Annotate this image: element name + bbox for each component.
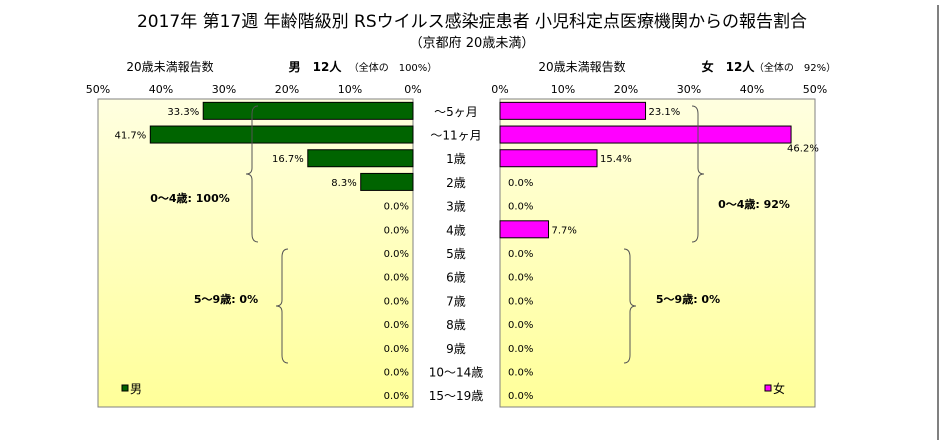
female-bar-value-label: 0.0%	[508, 320, 533, 331]
female-x-tick-label: 0%	[491, 83, 508, 96]
male-brace-0-4	[245, 105, 259, 243]
male-bar-value-label: 0.0%	[384, 296, 409, 307]
male-plot-area	[97, 98, 414, 408]
male-bar-value-label: 8.3%	[331, 178, 356, 189]
male-x-tick-label: 40%	[149, 83, 173, 96]
female-bar-value-label: 0.0%	[508, 367, 533, 378]
female-bar-value-label: 46.2%	[787, 144, 819, 155]
female-bar-value-label: 0.0%	[508, 249, 533, 260]
chart-subtitle: （京都府 20歳未満）	[409, 36, 535, 51]
category-label: 5歳	[446, 247, 466, 261]
female-bar-value-label: 0.0%	[508, 391, 533, 402]
female-bar-value-label: 0.0%	[508, 202, 533, 213]
female-bar	[499, 101, 647, 120]
male-bar-value-label: 0.0%	[384, 391, 409, 402]
female-x-tick-label: 50%	[803, 83, 827, 96]
category-label: ～11ヶ月	[430, 129, 481, 143]
female-header-note: （全体の 92%）	[754, 61, 836, 74]
female-bar-value-label: 23.1%	[649, 107, 681, 118]
female-bar-value-label: 0.0%	[508, 273, 533, 284]
category-label: 1歳	[446, 152, 466, 166]
category-label: 15～19歳	[429, 389, 484, 403]
male-brace-5-9	[275, 248, 289, 364]
female-bar-value-label: 0.0%	[508, 178, 533, 189]
female-bar-value-label: 0.0%	[508, 344, 533, 355]
male-bar-value-label: 0.0%	[384, 202, 409, 213]
female-bracket-label-0-4: 0～4歳: 92%	[718, 197, 790, 211]
chart-title: 2017年 第17週 年齢階級別 RSウイルス感染症患者 小児科定点医療機関から…	[136, 12, 808, 32]
category-label: 4歳	[446, 223, 466, 237]
female-bar	[499, 220, 550, 239]
male-bar-value-label: 41.7%	[115, 131, 147, 142]
male-bracket-label-0-4: 0～4歳: 100%	[150, 191, 230, 205]
male-bar-value-label: 33.3%	[167, 107, 199, 118]
male-header-count-label: 20歳未満報告数	[126, 59, 213, 74]
male-legend-label: 男	[130, 382, 142, 396]
category-label: 9歳	[446, 342, 466, 356]
female-plot-area	[499, 98, 816, 408]
female-bar-value-label: 7.7%	[552, 225, 577, 236]
category-label: 10～14歳	[429, 365, 484, 379]
female-bar-value-label: 15.4%	[600, 154, 632, 165]
female-bar-value-label: 0.0%	[508, 296, 533, 307]
female-x-tick-label: 40%	[740, 83, 764, 96]
male-bar-value-label: 0.0%	[384, 225, 409, 236]
female-x-tick-label: 30%	[677, 83, 701, 96]
male-header-total: 男 12人	[289, 59, 343, 74]
category-label: 8歳	[446, 318, 466, 332]
male-bar	[149, 125, 414, 144]
male-header-note: （全体の 100%）	[349, 61, 438, 74]
female-legend-swatch	[764, 384, 772, 392]
male-bar	[202, 101, 414, 120]
male-bar-value-label: 0.0%	[384, 367, 409, 378]
male-x-tick-label: 20%	[275, 83, 299, 96]
category-label: 7歳	[446, 294, 466, 308]
female-header-total: 女 12人	[702, 59, 756, 74]
male-bar	[307, 149, 414, 168]
female-x-tick-label: 10%	[551, 83, 575, 96]
category-label: 2歳	[446, 176, 466, 190]
female-bar	[499, 149, 598, 168]
male-bracket-label-5-9: 5～9歳: 0%	[194, 292, 258, 306]
female-bracket-label-5-9: 5～9歳: 0%	[656, 292, 720, 306]
male-legend-swatch	[121, 384, 129, 392]
female-header-count-label: 20歳未満報告数	[538, 59, 625, 74]
category-label: 6歳	[446, 271, 466, 285]
category-label: 3歳	[446, 200, 466, 214]
male-x-tick-label: 10%	[338, 83, 362, 96]
male-bar-value-label: 16.7%	[272, 154, 304, 165]
category-label: ～5ヶ月	[434, 105, 478, 119]
female-brace-5-9	[623, 248, 637, 364]
male-bar-value-label: 0.0%	[384, 249, 409, 260]
male-bar-value-label: 0.0%	[384, 273, 409, 284]
male-x-tick-label: 50%	[86, 83, 110, 96]
female-bar	[499, 125, 792, 144]
male-bar-value-label: 0.0%	[384, 320, 409, 331]
female-brace-0-4	[691, 105, 705, 243]
male-x-tick-label: 30%	[212, 83, 236, 96]
male-x-tick-label: 0%	[404, 83, 421, 96]
male-bar-value-label: 0.0%	[384, 344, 409, 355]
male-bar	[360, 172, 414, 191]
female-legend-label: 女	[773, 381, 785, 396]
female-x-tick-label: 20%	[614, 83, 638, 96]
